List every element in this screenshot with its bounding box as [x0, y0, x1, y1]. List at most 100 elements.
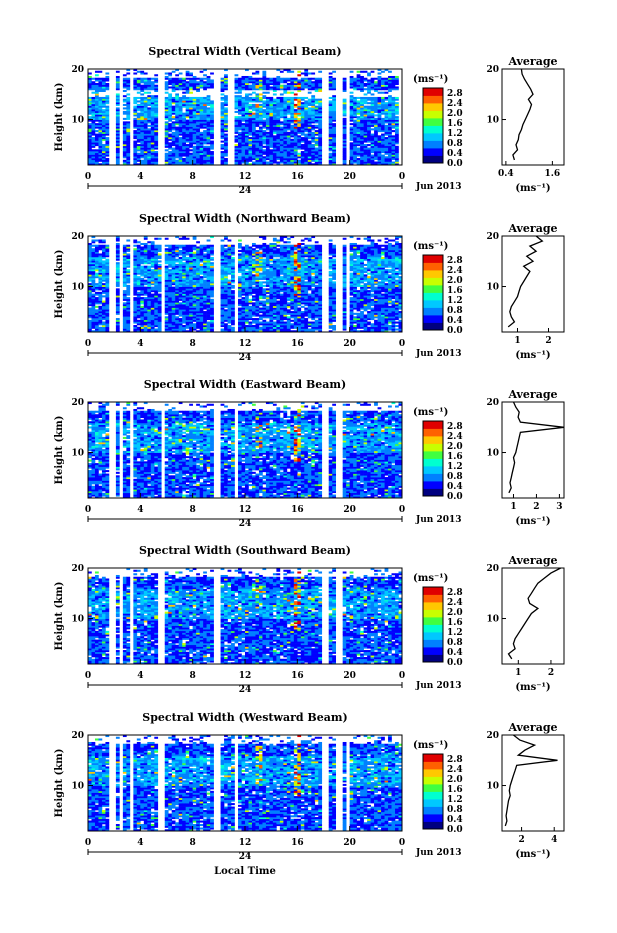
heatmap-cell [290, 146, 294, 148]
heatmap-cell [385, 78, 389, 80]
heatmap-cell [252, 97, 256, 99]
heatmap-cell [116, 107, 120, 109]
heatmap-cell [332, 81, 336, 83]
heatmap-cell [175, 283, 179, 285]
heatmap-cell [182, 276, 186, 278]
heatmap-cell [304, 85, 308, 87]
heatmap-cell [144, 322, 148, 324]
heatmap-cell [207, 123, 211, 125]
heatmap-cell [259, 162, 263, 164]
heatmap-cell [259, 93, 263, 95]
heatmap-cell [172, 116, 176, 118]
heatmap-cell [116, 318, 120, 320]
heatmap-cell [126, 113, 130, 115]
heatmap-cell [224, 81, 228, 83]
heatmap-cell [235, 88, 239, 90]
heatmap-cell [221, 78, 225, 80]
heatmap-cell [123, 99, 127, 101]
heatmap-cell [137, 109, 141, 111]
heatmap-cell [105, 274, 109, 276]
heatmap-cell [276, 76, 280, 78]
heatmap-cell [357, 135, 361, 137]
heatmap-cell [172, 151, 176, 153]
heatmap-cell [116, 322, 120, 324]
heatmap-cell [200, 85, 204, 87]
heatmap-cell [165, 121, 169, 123]
heatmap-cell [287, 85, 291, 87]
heatmap-cell [367, 116, 371, 118]
heatmap-cell [332, 127, 336, 129]
heatmap-cell [123, 74, 127, 76]
heatmap-cell [315, 78, 319, 80]
heatmap-cell [273, 107, 277, 109]
heatmap-cell [105, 158, 109, 160]
heatmap-cell [172, 71, 176, 73]
heatmap-cell [154, 318, 158, 320]
heatmap-cell [144, 318, 148, 320]
heatmap-cell [168, 269, 172, 271]
heatmap-cell [105, 113, 109, 115]
heatmap-cell [242, 78, 246, 80]
heatmap-cell [266, 146, 270, 148]
heatmap-cell [147, 283, 151, 285]
heatmap-cell [196, 294, 200, 296]
heatmap-cell [196, 158, 200, 160]
heatmap-cell [332, 123, 336, 125]
heatmap-cell [144, 88, 148, 90]
heatmap-cell [179, 142, 183, 144]
heatmap-cell [144, 329, 148, 331]
heatmap-cell [360, 151, 364, 153]
heatmap-cell [140, 90, 144, 92]
heatmap-cell [207, 245, 211, 247]
heatmap-cell [395, 107, 399, 109]
heatmap-cell [364, 146, 368, 148]
heatmap-cell [203, 146, 207, 148]
heatmap-cell [224, 151, 228, 153]
heatmap-cell [248, 132, 252, 134]
heatmap-cell [353, 97, 357, 99]
heatmap-cell [294, 128, 298, 130]
heatmap-cell [147, 271, 151, 273]
heatmap-cell [140, 109, 144, 111]
heatmap-cell [374, 114, 378, 116]
heatmap-cell [364, 162, 368, 164]
heatmap-cell [224, 109, 228, 111]
heatmap-cell [147, 104, 151, 106]
heatmap-cell [318, 148, 322, 150]
heatmap-cell [221, 283, 225, 285]
heatmap-cell [189, 287, 193, 289]
heatmap-cell [144, 287, 148, 289]
heatmap-cell [221, 85, 225, 87]
heatmap-cell [395, 151, 399, 153]
heatmap-cell [203, 295, 207, 297]
colorbar-swatch [423, 113, 443, 116]
average-frame [502, 69, 564, 165]
heatmap-cell [147, 107, 151, 109]
heatmap-cell [95, 90, 99, 92]
heatmap-cell [168, 134, 172, 136]
heatmap-cell [207, 248, 211, 250]
heatmap-cell [221, 102, 225, 104]
heatmap-cell [273, 162, 277, 164]
heatmap-cell [304, 134, 308, 136]
heatmap-cell [151, 290, 155, 292]
heatmap-cell [329, 148, 333, 150]
heatmap-cell [371, 81, 375, 83]
heatmap-cell [91, 309, 95, 311]
heatmap-cell [262, 100, 266, 102]
heatmap-cell [364, 106, 368, 108]
heatmap-cell [252, 116, 256, 118]
heatmap-cell [140, 120, 144, 122]
heatmap-cell [158, 318, 162, 320]
heatmap-cell [374, 78, 378, 80]
heatmap-cell [196, 88, 200, 90]
heatmap-cell [357, 78, 361, 80]
heatmap-cell [105, 294, 109, 296]
heatmap-cell [395, 116, 399, 118]
heatmap-cell [133, 72, 137, 74]
heatmap-cell [343, 113, 347, 115]
heatmap-cell [189, 318, 193, 320]
heatmap-cell [269, 128, 273, 130]
heatmap-cell [140, 297, 144, 299]
heatmap-cell [252, 148, 256, 150]
